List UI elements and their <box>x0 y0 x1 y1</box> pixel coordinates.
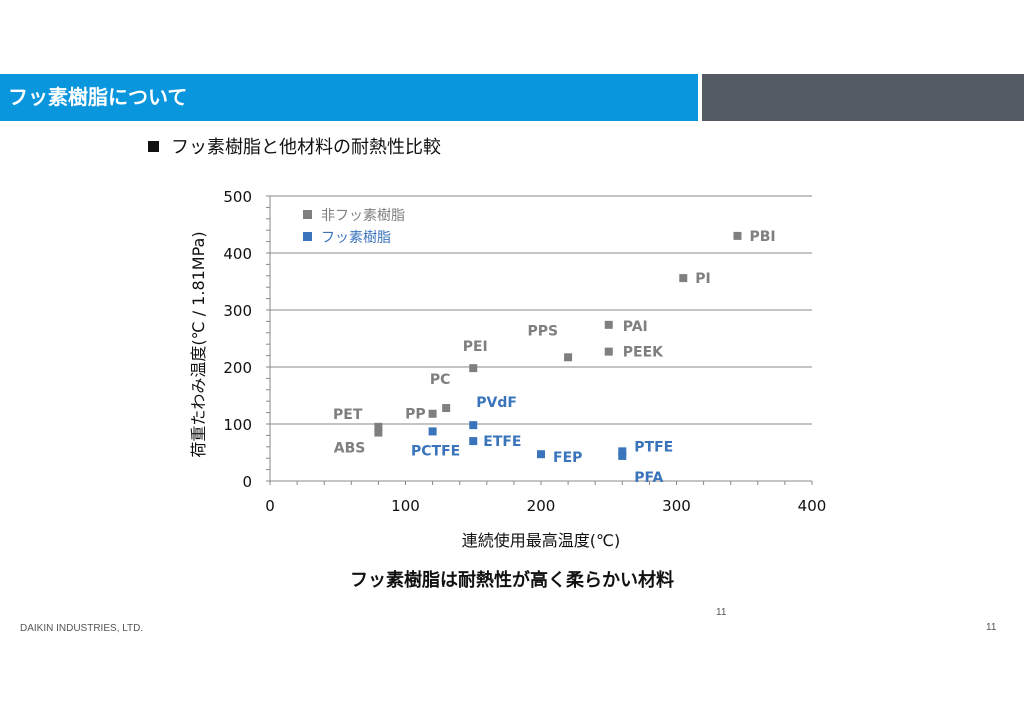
data-point-peek <box>604 347 613 356</box>
y-tick-label: 300 <box>223 302 252 320</box>
conclusion-text: フッ素樹脂は耐熱性が高く柔らかい材料 <box>350 570 674 591</box>
y-tick-label: 400 <box>223 245 252 263</box>
section-heading-text: フッ素樹脂と他材料の耐熱性比較 <box>171 137 441 158</box>
x-tick-label: 200 <box>527 497 556 515</box>
data-label-etfe: ETFE <box>483 434 521 450</box>
legend-label-0: 非フッ素樹脂 <box>321 208 405 224</box>
data-point-pps <box>564 353 573 362</box>
page-title: フッ素樹脂について <box>0 74 698 121</box>
data-label-pctfe: PCTFE <box>411 443 460 459</box>
y-axis-title: 荷重たわみ温度(℃ / 1.81MPa) <box>189 231 208 457</box>
data-point-pctfe <box>428 427 437 436</box>
legend-marker-1 <box>303 232 312 241</box>
x-tick-label: 400 <box>798 497 827 515</box>
data-point-pbi <box>733 231 742 240</box>
data-label-pbi: PBI <box>749 229 775 245</box>
y-tick-label: 200 <box>223 359 252 377</box>
x-tick-label: 100 <box>391 497 420 515</box>
data-point-ptfe <box>618 447 627 456</box>
data-label-pvdf: PVdF <box>476 395 517 411</box>
y-tick-label: 500 <box>223 188 252 206</box>
data-label-pei: PEI <box>463 339 488 355</box>
x-tick-label: 300 <box>662 497 691 515</box>
data-label-pp: PP <box>405 407 426 423</box>
data-label-abs: ABS <box>334 441 366 457</box>
data-point-etfe <box>469 437 478 446</box>
y-tick-label: 0 <box>242 473 252 491</box>
legend-marker-0 <box>303 210 312 219</box>
data-point-fep <box>537 450 545 459</box>
data-point-pi <box>679 274 688 283</box>
data-label-peek: PEEK <box>623 345 664 361</box>
data-label-pps: PPS <box>527 323 558 339</box>
footer-page-number-mid: 11 <box>716 607 727 618</box>
data-point-abs <box>374 428 383 437</box>
data-point-pet <box>374 422 383 431</box>
data-point-pfa <box>618 451 627 460</box>
data-point-pei <box>469 364 478 373</box>
data-label-pet: PET <box>333 407 363 423</box>
data-label-pc: PC <box>430 372 451 388</box>
x-tick-label: 0 <box>265 497 275 515</box>
x-axis-title: 連続使用最高温度(℃) <box>462 531 620 550</box>
data-point-pp <box>428 409 437 418</box>
data-label-pai: PAI <box>623 319 648 335</box>
data-label-pfa: PFA <box>634 470 663 486</box>
header-accent-bar <box>702 74 1024 121</box>
footer-company: DAIKIN INDUSTRIES, LTD. <box>20 623 144 634</box>
data-label-ptfe: PTFE <box>634 439 673 455</box>
bullet-square-icon <box>148 140 159 152</box>
legend-label-1: フッ素樹脂 <box>321 230 391 246</box>
data-label-pi: PI <box>695 271 710 287</box>
section-heading: フッ素樹脂と他材料の耐熱性比較 <box>148 133 441 159</box>
data-label-fep: FEP <box>553 450 582 466</box>
footer-page-number: 11 <box>986 622 997 633</box>
data-point-pai <box>604 320 613 329</box>
data-point-pvdf <box>469 421 478 430</box>
y-tick-label: 100 <box>223 416 252 434</box>
data-point-pc <box>442 404 451 413</box>
